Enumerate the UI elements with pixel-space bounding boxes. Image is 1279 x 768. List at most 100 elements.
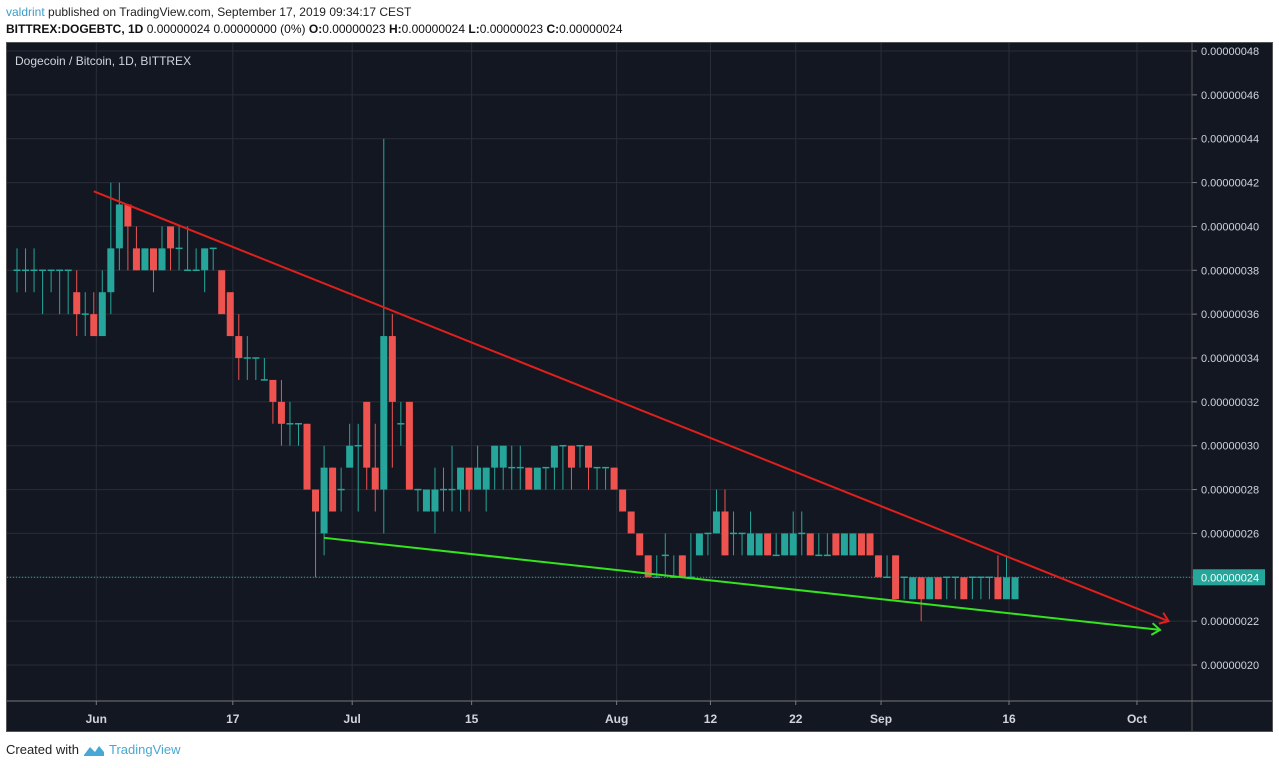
date-tick-label: Jun [86,712,107,726]
candle-body [909,577,917,600]
candle-body [695,533,703,556]
candlestick-chart[interactable]: 0.00000048 0.00000046 0.00000044 0.00000042… [7,43,1272,731]
candle-body [525,467,533,490]
candle-body [380,336,388,490]
publisher-link[interactable]: valdrint [6,5,45,19]
candle-body [269,379,277,402]
footer: Created with TradingView [6,742,181,757]
candle-body [474,467,482,490]
candle-body [875,555,883,578]
candle-body [840,533,848,556]
candle-body [806,533,814,556]
candle-body [994,577,1002,600]
publish-text: published on TradingView.com, September … [44,5,412,19]
candle-body [747,533,755,556]
created-with-text: Created with [6,742,79,757]
symbol-info: BITTREX:DOGEBTC, 1D 0.00000024 0.0000000… [6,22,623,36]
price-tick-label: 0.00000034 [1201,353,1259,365]
candle-body [533,467,541,490]
date-tick-label: 16 [1002,712,1016,726]
candle-body [832,533,840,556]
low-label: L: [468,22,480,36]
candle-body [610,467,618,490]
date-tick-label: Jul [344,712,361,726]
candle-body [303,423,311,490]
chart-panel[interactable]: 0.00000048 0.00000046 0.00000044 0.00000042… [6,42,1273,732]
change: 0.00000000 (0%) [213,22,306,36]
candle-body [619,489,627,512]
candle-body [491,445,499,468]
high-label: H: [388,22,402,36]
candle-body [422,489,430,512]
candle-body [627,511,635,534]
candle-body [499,445,507,468]
date-tick-label: Oct [1127,712,1147,726]
candle-body [329,467,337,512]
price-tick-label: 0.00000038 [1201,265,1259,277]
candle-body [1011,577,1019,600]
candle-body [764,533,772,556]
candle-body [755,533,763,556]
candle-body [132,248,140,271]
candle-body [585,445,593,468]
candle-body [363,401,371,468]
candle-body [115,204,123,249]
candle-body [644,555,652,578]
price-tick-label: 0.00000044 [1201,134,1259,146]
resistance-arrow-icon [1158,612,1171,625]
candle-body [167,226,175,249]
candle-body [90,314,98,337]
price-tick-label: 0.00000048 [1201,46,1259,58]
candle-body [636,533,644,556]
candle-body [934,577,942,600]
candle-body [781,533,789,556]
resistance-trendline [93,190,1169,623]
date-tick-label: 15 [465,712,479,726]
support-arrow-icon [1150,622,1162,636]
candle-body [312,489,320,512]
candle-body [789,533,797,556]
price-tick-label: 0.00000020 [1201,660,1259,672]
candle-body [158,248,166,271]
price-tick-label: 0.00000028 [1201,485,1259,497]
current-price-label: 0.00000024 [1201,572,1259,584]
candle-body [960,577,968,600]
candle-body [141,248,149,271]
current-price-badge [1193,569,1265,586]
high-value: 0.00000024 [401,22,466,36]
support-trendline [323,536,1161,631]
date-tick-label: Sep [870,712,892,726]
price-tick-label: 0.00000040 [1201,221,1259,233]
candle-body [226,292,234,337]
date-tick-label: Aug [605,712,628,726]
candle-body [107,248,115,293]
close-value: 0.00000024 [559,22,623,36]
candle-body [388,336,396,402]
candle-body [1002,577,1010,600]
candle-body [482,467,490,490]
low-value: 0.00000023 [479,22,544,36]
price-tick-label: 0.00000042 [1201,178,1259,190]
candle-body [457,467,465,490]
candle-body [98,292,106,337]
candle-body [712,511,720,534]
publish-info: valdrint published on TradingView.com, S… [6,5,411,19]
price-tick-label: 0.00000046 [1201,90,1259,102]
candle-body [857,533,865,556]
price-tick-label: 0.00000026 [1201,528,1259,540]
candle-body [550,445,558,468]
candle-body [465,467,473,490]
candle-body [218,270,226,315]
close-label: C: [546,22,560,36]
price-tick-label: 0.00000036 [1201,309,1259,321]
price-tick-label: 0.00000032 [1201,397,1259,409]
candle-body [201,248,209,271]
candle-body [371,467,379,490]
tradingview-link[interactable]: TradingView [108,742,181,757]
last-price: 0.00000024 [146,22,211,36]
chart-title: Dogecoin / Bitcoin, 1D, BITTREX [15,54,191,68]
candle-body [431,489,439,512]
candle-body [277,401,285,424]
date-tick-label: 22 [789,712,803,726]
candle-body [917,577,925,600]
